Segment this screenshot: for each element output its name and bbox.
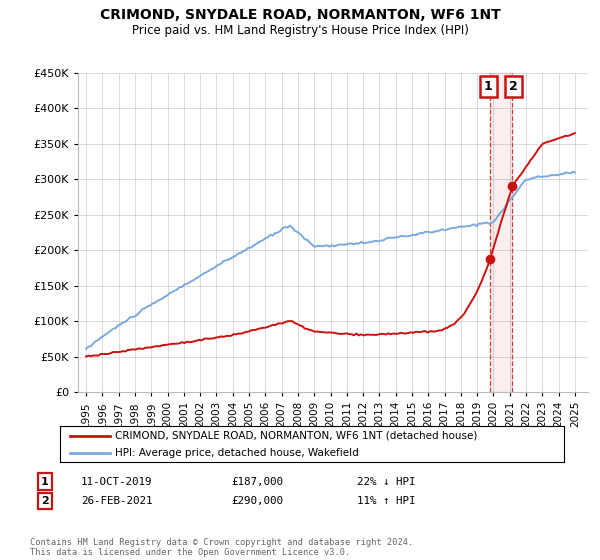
Text: 11% ↑ HPI: 11% ↑ HPI xyxy=(357,496,415,506)
Text: Price paid vs. HM Land Registry's House Price Index (HPI): Price paid vs. HM Land Registry's House … xyxy=(131,24,469,36)
Text: 2: 2 xyxy=(41,496,49,506)
Text: 1: 1 xyxy=(484,81,493,94)
Text: 2: 2 xyxy=(509,81,518,94)
Text: HPI: Average price, detached house, Wakefield: HPI: Average price, detached house, Wake… xyxy=(115,448,359,458)
Text: Contains HM Land Registry data © Crown copyright and database right 2024.
This d: Contains HM Land Registry data © Crown c… xyxy=(30,538,413,557)
Text: CRIMOND, SNYDALE ROAD, NORMANTON, WF6 1NT: CRIMOND, SNYDALE ROAD, NORMANTON, WF6 1N… xyxy=(100,8,500,22)
Text: 26-FEB-2021: 26-FEB-2021 xyxy=(81,496,152,506)
Text: 11-OCT-2019: 11-OCT-2019 xyxy=(81,477,152,487)
Text: £187,000: £187,000 xyxy=(231,477,283,487)
Text: £290,000: £290,000 xyxy=(231,496,283,506)
Bar xyxy=(490,73,512,392)
Text: CRIMOND, SNYDALE ROAD, NORMANTON, WF6 1NT (detached house): CRIMOND, SNYDALE ROAD, NORMANTON, WF6 1N… xyxy=(115,431,478,441)
Text: 22% ↓ HPI: 22% ↓ HPI xyxy=(357,477,415,487)
Text: 1: 1 xyxy=(41,477,49,487)
